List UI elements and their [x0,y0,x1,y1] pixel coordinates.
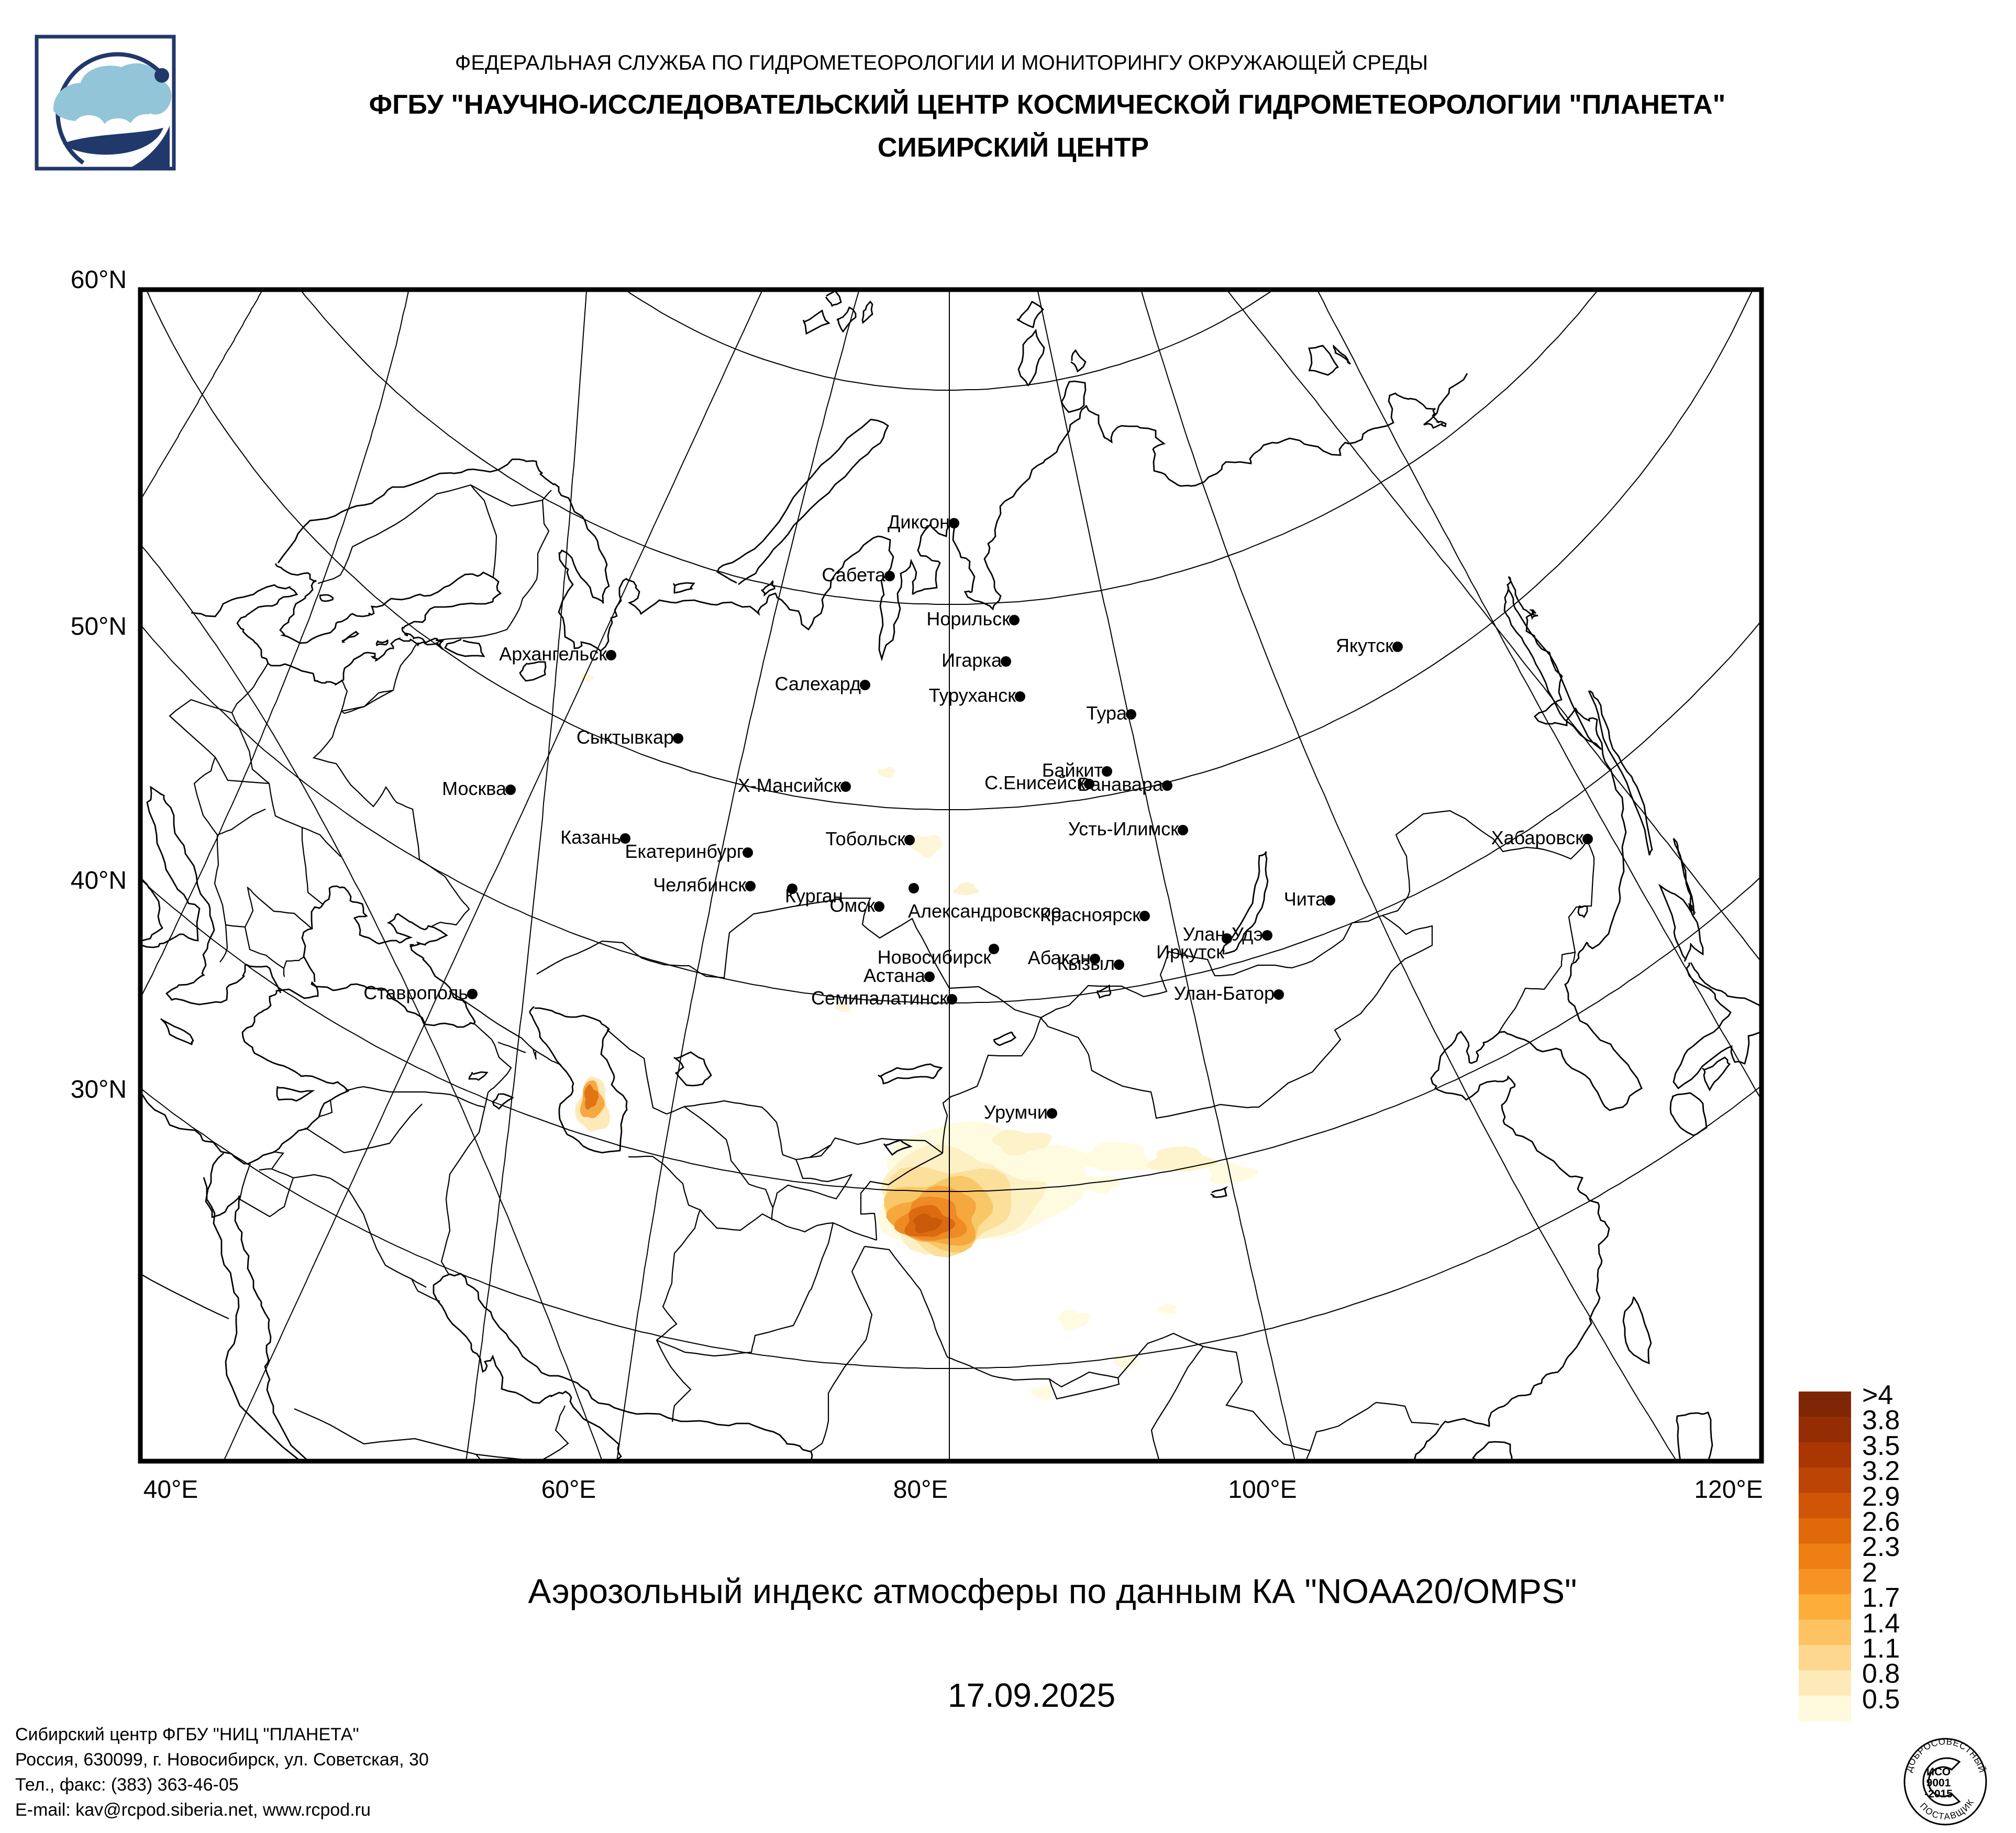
svg-text:Александровское: Александровское [908,900,1061,922]
svg-text:ИСО: ИСО [1926,1766,1951,1778]
svg-text:Екатеринбург: Екатеринбург [625,841,744,862]
svg-text:100°E: 100°E [1228,1476,1297,1504]
svg-text:40°E: 40°E [143,1476,198,1504]
svg-text:>4: >4 [1862,1380,1893,1410]
svg-text:1.7: 1.7 [1862,1583,1900,1613]
svg-text:Урумчи: Урумчи [984,1101,1048,1123]
svg-text:50°N: 50°N [71,613,127,641]
svg-text:Тобольск: Тобольск [825,828,905,849]
svg-text:40°N: 40°N [71,867,127,895]
svg-text:Архангельск: Архангельск [499,643,607,665]
svg-text:Якутск: Якутск [1336,635,1393,656]
svg-text:Хабаровск: Хабаровск [1491,827,1584,848]
svg-text:Х-Мансийск: Х-Мансийск [738,775,842,796]
svg-text:Омск: Омск [829,895,875,916]
svg-text:-2015: -2015 [1924,1788,1953,1800]
svg-text:1.1: 1.1 [1862,1633,1900,1664]
svg-text:Астана: Астана [863,965,926,986]
svg-text:0.5: 0.5 [1862,1684,1900,1715]
svg-text:С.Енисейск: С.Енисейск [984,772,1085,793]
svg-text:Туруханск: Туруханск [929,684,1016,706]
svg-text:Диксон: Диксон [888,511,950,533]
svg-text:Сабета: Сабета [822,564,886,586]
svg-text:Сыктывкар: Сыктывкар [577,726,674,748]
svg-text:Абакан: Абакан [1028,947,1091,968]
svg-text:Улан-Батор: Улан-Батор [1174,982,1275,1004]
svg-text:Кызыл: Кызыл [1057,953,1115,974]
svg-text:0.8: 0.8 [1862,1659,1900,1689]
svg-text:3.8: 3.8 [1862,1405,1900,1436]
svg-text:2: 2 [1862,1558,1877,1588]
svg-text:Норильск: Норильск [926,608,1010,630]
svg-text:3.2: 3.2 [1862,1456,1900,1486]
svg-text:Усть-Илимск: Усть-Илимск [1068,818,1179,840]
svg-text:Иркутск: Иркутск [1156,941,1224,963]
svg-text:Челябинск: Челябинск [653,874,746,896]
svg-text:2.3: 2.3 [1862,1532,1900,1562]
svg-text:Байкит: Байкит [1042,759,1103,781]
svg-text:Новосибирск: Новосибирск [878,946,992,968]
svg-text:Казань: Казань [560,826,621,848]
svg-text:Улан-Удэ: Улан-Удэ [1183,923,1263,945]
svg-text:Москва: Москва [442,778,507,799]
svg-text:Ставрополь: Ставрополь [363,982,468,1003]
svg-text:2.9: 2.9 [1862,1482,1900,1512]
svg-text:2.6: 2.6 [1862,1507,1900,1537]
svg-text:60°E: 60°E [541,1476,596,1504]
svg-text:9001: 9001 [1926,1777,1951,1789]
svg-text:Чита: Чита [1284,888,1326,910]
svg-text:1.4: 1.4 [1862,1608,1900,1639]
svg-text:Тура: Тура [1086,702,1127,724]
svg-text:Ванавара: Ванавара [1078,774,1164,795]
svg-text:30°N: 30°N [71,1076,127,1103]
svg-text:60°N: 60°N [71,266,127,294]
svg-text:Семипалатинск: Семипалатинск [811,987,948,1009]
svg-text:Салехард: Салехард [775,673,861,694]
svg-text:80°E: 80°E [893,1476,948,1504]
svg-text:Игарка: Игарка [941,649,1002,671]
svg-text:Курган: Курган [785,885,843,907]
svg-text:3.5: 3.5 [1862,1431,1900,1461]
svg-text:Красноярск: Красноярск [1040,904,1140,925]
svg-text:120°E: 120°E [1694,1476,1763,1504]
